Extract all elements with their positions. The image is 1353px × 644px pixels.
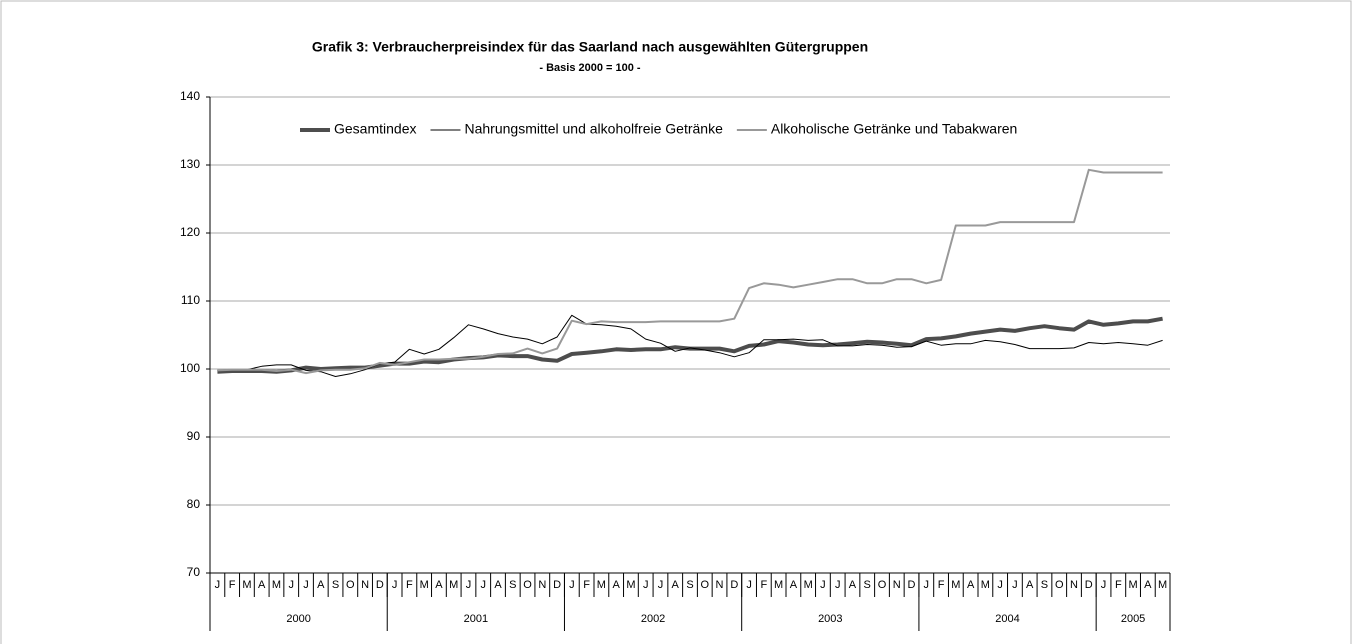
x-tick-label: S bbox=[332, 579, 339, 591]
x-tick-label: A bbox=[317, 579, 325, 591]
x-tick-label: J bbox=[643, 579, 649, 591]
year-label: 2000 bbox=[286, 613, 310, 625]
x-tick-label: A bbox=[672, 579, 680, 591]
x-tick-label: J bbox=[215, 579, 221, 591]
x-tick-label: A bbox=[1026, 579, 1034, 591]
year-label: 2005 bbox=[1121, 613, 1145, 625]
x-tick-label: M bbox=[597, 579, 606, 591]
x-tick-label: S bbox=[864, 579, 871, 591]
x-tick-label: F bbox=[229, 579, 236, 591]
x-tick-label: F bbox=[938, 579, 945, 591]
x-tick-label: N bbox=[716, 579, 724, 591]
y-tick-label: 130 bbox=[180, 157, 200, 171]
x-tick-label: F bbox=[583, 579, 590, 591]
x-tick-label: J bbox=[746, 579, 752, 591]
x-tick-label: O bbox=[523, 579, 532, 591]
x-tick-label: A bbox=[967, 579, 975, 591]
x-tick-label: O bbox=[700, 579, 709, 591]
chart-subtitle: - Basis 2000 = 100 - bbox=[539, 62, 641, 74]
x-tick-label: A bbox=[258, 579, 266, 591]
x-tick-label: J bbox=[658, 579, 664, 591]
series-line bbox=[217, 316, 1163, 374]
x-tick-label: M bbox=[272, 579, 281, 591]
x-tick-label: J bbox=[303, 579, 309, 591]
y-tick-label: 100 bbox=[180, 361, 200, 375]
x-tick-label: D bbox=[376, 579, 384, 591]
x-tick-label: D bbox=[553, 579, 561, 591]
x-tick-label: M bbox=[804, 579, 813, 591]
x-tick-label: O bbox=[1055, 579, 1064, 591]
x-tick-label: J bbox=[569, 579, 575, 591]
x-tick-label: M bbox=[981, 579, 990, 591]
x-tick-label: M bbox=[449, 579, 458, 591]
x-tick-label: A bbox=[494, 579, 502, 591]
x-tick-label: F bbox=[1115, 579, 1122, 591]
x-tick-label: D bbox=[730, 579, 738, 591]
x-tick-label: A bbox=[612, 579, 620, 591]
y-tick-label: 120 bbox=[180, 225, 200, 239]
x-tick-label: D bbox=[908, 579, 916, 591]
x-tick-label: S bbox=[1041, 579, 1048, 591]
y-tick-label: 140 bbox=[180, 89, 200, 103]
year-label: 2004 bbox=[995, 613, 1019, 625]
x-tick-label: N bbox=[893, 579, 901, 591]
x-tick-label: J bbox=[392, 579, 398, 591]
x-tick-label: J bbox=[1012, 579, 1018, 591]
x-tick-label: M bbox=[951, 579, 960, 591]
x-tick-label: M bbox=[242, 579, 251, 591]
x-tick-label: J bbox=[835, 579, 841, 591]
x-tick-label: N bbox=[1070, 579, 1078, 591]
x-tick-label: J bbox=[997, 579, 1003, 591]
x-tick-label: M bbox=[420, 579, 429, 591]
x-tick-label: S bbox=[509, 579, 516, 591]
x-tick-label: F bbox=[406, 579, 413, 591]
year-label: 2001 bbox=[464, 613, 488, 625]
y-tick-label: 90 bbox=[187, 429, 201, 443]
x-tick-label: F bbox=[760, 579, 767, 591]
x-tick-label: S bbox=[686, 579, 693, 591]
year-label: 2003 bbox=[818, 613, 842, 625]
x-tick-label: J bbox=[924, 579, 930, 591]
x-tick-label: D bbox=[1085, 579, 1093, 591]
x-tick-label: N bbox=[538, 579, 546, 591]
x-tick-label: J bbox=[1101, 579, 1107, 591]
x-tick-label: N bbox=[361, 579, 369, 591]
x-tick-label: A bbox=[849, 579, 857, 591]
y-tick-label: 110 bbox=[181, 293, 200, 307]
legend-label: Alkoholische Getränke und Tabakwaren bbox=[771, 121, 1017, 137]
x-tick-label: M bbox=[1158, 579, 1167, 591]
y-tick-label: 70 bbox=[187, 565, 201, 579]
year-label: 2002 bbox=[641, 613, 665, 625]
chart-title: Grafik 3: Verbraucherpreisindex für das … bbox=[312, 39, 868, 55]
x-tick-label: O bbox=[346, 579, 355, 591]
legend-label: Nahrungsmittel und alkoholfreie Getränke bbox=[464, 121, 723, 137]
x-tick-label: J bbox=[820, 579, 826, 591]
x-tick-label: A bbox=[790, 579, 798, 591]
x-tick-label: J bbox=[288, 579, 294, 591]
x-tick-label: M bbox=[626, 579, 635, 591]
x-tick-label: O bbox=[878, 579, 887, 591]
y-tick-label: 80 bbox=[187, 497, 201, 511]
x-tick-label: A bbox=[435, 579, 443, 591]
x-tick-label: J bbox=[466, 579, 472, 591]
x-tick-label: M bbox=[774, 579, 783, 591]
x-tick-label: A bbox=[1144, 579, 1152, 591]
x-tick-label: J bbox=[480, 579, 486, 591]
legend-label: Gesamtindex bbox=[334, 121, 416, 137]
x-tick-label: M bbox=[1128, 579, 1137, 591]
series-line bbox=[217, 168, 1163, 375]
